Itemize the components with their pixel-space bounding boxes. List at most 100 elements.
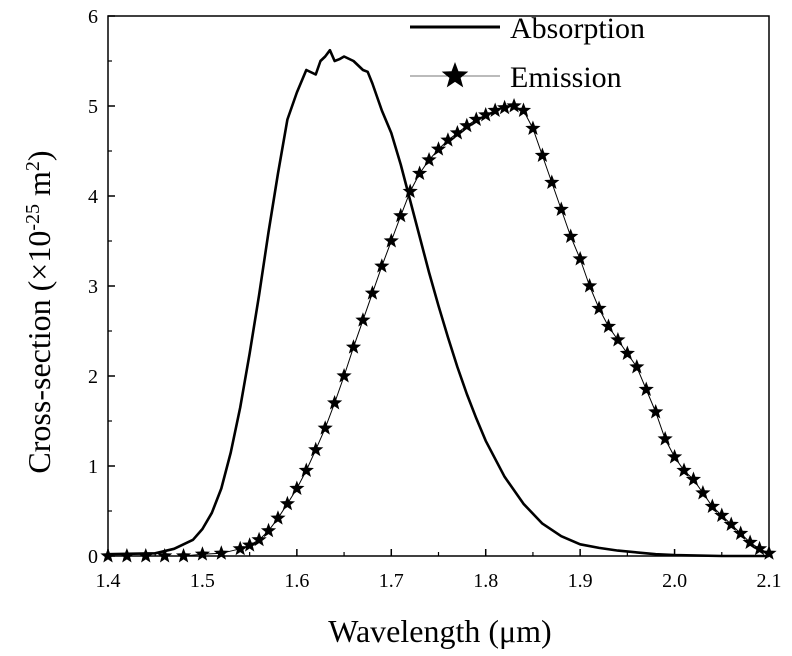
emission-point (308, 441, 324, 457)
emission-point (525, 120, 541, 135)
emission-point (213, 545, 229, 560)
emission-point (260, 522, 277, 538)
x-tick-label: 1.6 (284, 570, 309, 592)
emission-point (572, 251, 588, 266)
emission-point (138, 548, 154, 563)
y-tick-label: 0 (88, 546, 98, 568)
emission-point (695, 485, 711, 500)
emission-point (270, 510, 286, 525)
emission-point (581, 278, 598, 293)
x-tick-label: 2.1 (757, 570, 782, 592)
emission-point (534, 147, 550, 162)
legend-item-emission: Emission (410, 61, 622, 94)
emission-point (657, 431, 673, 446)
absorption-line (107, 48, 769, 558)
emission-point (733, 525, 749, 540)
emission-point (336, 368, 352, 383)
series-emission (100, 98, 777, 563)
y-tick-label: 2 (88, 366, 98, 388)
emission-point (242, 537, 258, 552)
legend: Absorption Emission (410, 12, 645, 94)
emission-point (100, 548, 116, 563)
emission-point (194, 546, 211, 561)
emission-point (704, 498, 720, 513)
plot-frame (107, 15, 770, 557)
emission-point (449, 125, 465, 140)
emission-point (666, 449, 683, 464)
emission-point (402, 183, 418, 198)
legend-label: Emission (510, 61, 622, 94)
y-tick-label: 3 (88, 276, 98, 298)
series-absorption (107, 48, 769, 558)
emission-point (327, 395, 343, 410)
y-axis-title-mid: m (21, 171, 57, 204)
emission-point (440, 132, 456, 147)
y-tick-label: 6 (88, 6, 98, 28)
emission-point (723, 516, 739, 531)
x-tick-label: 1.5 (190, 570, 215, 592)
emission-point (412, 165, 428, 180)
emission-point (648, 404, 664, 419)
y-axis-title: Cross-section (×10-25 m2) (21, 150, 57, 473)
y-tick-label: 4 (88, 186, 98, 208)
series-layer (100, 48, 777, 563)
legend-item-absorption: Absorption (410, 12, 645, 45)
emission-point (544, 174, 560, 189)
y-axis-ticks: 0 1 2 3 4 5 6 (88, 6, 115, 568)
legend-label: Absorption (510, 12, 645, 45)
y-axis-title-suffix: ) (21, 150, 57, 161)
legend-star-marker (441, 62, 469, 88)
x-tick-label: 1.9 (568, 570, 593, 592)
emission-point (383, 233, 399, 248)
emission-point (629, 359, 645, 374)
x-tick-label: 2.0 (662, 570, 687, 592)
emission-point (175, 548, 192, 563)
emission-point (676, 462, 692, 477)
emission-point (619, 345, 635, 360)
emission-point (610, 332, 626, 347)
emission-point (600, 318, 617, 333)
emission-point (393, 207, 409, 223)
emission-point (317, 420, 333, 435)
emission-point (751, 540, 768, 556)
x-axis-ticks: 1.4 1.5 1.6 1.7 1.8 1.9 2.0 2.1 (96, 549, 782, 592)
emission-point (553, 201, 569, 216)
emission-point (714, 507, 730, 522)
y-axis-title-exp1: -25 (22, 204, 44, 231)
x-tick-label: 1.8 (473, 570, 498, 592)
emission-point (421, 152, 437, 167)
emission-point (232, 540, 248, 556)
emission-point (496, 99, 513, 115)
y-tick-label: 1 (88, 456, 98, 478)
emission-point (468, 111, 484, 126)
emission-point (742, 534, 758, 549)
emission-point (345, 339, 362, 354)
emission-point (289, 480, 305, 495)
emission-point (430, 141, 447, 156)
emission-point (515, 102, 532, 117)
emission-point (563, 228, 579, 243)
plot-border (107, 15, 770, 557)
emission-point (355, 312, 371, 327)
emission-point (157, 548, 173, 563)
emission-point (374, 258, 390, 273)
emission-point (119, 548, 135, 563)
emission-point (506, 98, 522, 113)
emission-line (108, 105, 770, 557)
x-axis-title: Wavelength (μm) (328, 613, 551, 649)
emission-point (638, 381, 654, 396)
x-tick-label: 1.4 (96, 570, 121, 592)
x-tick-label: 1.7 (379, 570, 404, 592)
emission-point (478, 107, 494, 122)
emission-point (251, 531, 267, 547)
emission-point (298, 462, 314, 477)
y-axis-title-prefix: Cross-section (×10 (21, 231, 57, 474)
emission-point (459, 117, 475, 133)
y-axis-title-exp2: 2 (22, 161, 44, 171)
emission-point (364, 285, 381, 300)
emission-point (761, 545, 777, 560)
emission-point (685, 471, 702, 486)
emission-point (279, 495, 296, 511)
emission-point (487, 102, 503, 117)
